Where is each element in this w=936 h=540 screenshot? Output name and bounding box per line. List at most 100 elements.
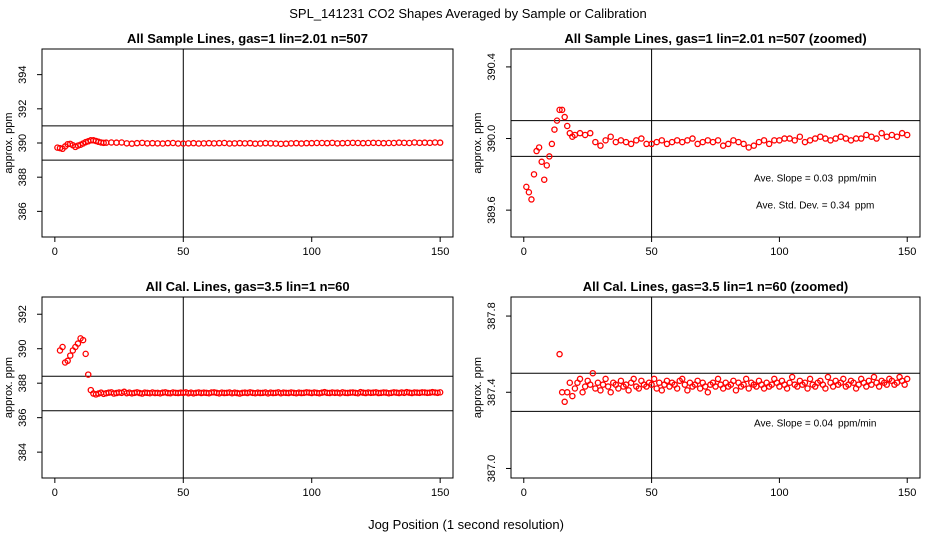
y-tick-label: 390.4 [486, 53, 498, 81]
data-point [622, 138, 630, 146]
data-point [74, 340, 82, 347]
data-point [380, 139, 387, 147]
x-axis-label: Jog Position (1 second resolution) [368, 517, 564, 532]
data-point [704, 389, 712, 396]
data-point [586, 129, 594, 137]
data-point [293, 139, 300, 147]
data-point [602, 137, 609, 144]
data-point [709, 138, 717, 146]
data-point [873, 135, 880, 142]
x-tick-label: 0 [521, 487, 527, 499]
data-point [64, 357, 71, 365]
annotation-unit: ppm/min [838, 419, 876, 430]
x-tick-label: 150 [431, 487, 449, 499]
data-point [431, 139, 439, 146]
data-point [822, 135, 829, 142]
x-tick-label: 100 [770, 487, 788, 499]
data-point [842, 135, 850, 142]
y-tick-label: 390 [17, 340, 29, 358]
y-tick-label: 386 [17, 408, 29, 426]
data-point [612, 138, 620, 146]
data-point [67, 352, 74, 359]
data-point [339, 139, 346, 147]
plot-frame [41, 296, 454, 479]
data-point [221, 139, 228, 147]
data-point [857, 135, 865, 142]
data-point [185, 140, 192, 147]
data-point [847, 137, 855, 144]
data-point [364, 139, 372, 147]
data-point [558, 389, 566, 396]
data-point [303, 139, 310, 147]
data-point [416, 139, 423, 147]
data-point [59, 343, 66, 351]
data-point [627, 140, 635, 148]
data-point [863, 131, 870, 139]
annotation-value: 0.04 [814, 419, 834, 430]
data-point [138, 139, 146, 147]
data-point [765, 140, 773, 148]
data-point [776, 137, 783, 144]
x-tick-label: 50 [177, 487, 189, 499]
data-point [329, 139, 336, 147]
x-tick-label: 150 [431, 246, 449, 258]
data-point [169, 139, 177, 147]
plot-frame [510, 296, 921, 479]
data-point [149, 139, 156, 147]
data-point [699, 138, 706, 146]
data-point [267, 140, 274, 147]
data-point [569, 392, 576, 400]
y-tick-label: 394 [17, 65, 29, 83]
data-point [246, 139, 254, 147]
chart-title: All Cal. Lines, gas=3.5 lin=1 n=60 [145, 279, 349, 294]
annotation: Ave. Slope = 0.04 ppm/min [754, 419, 876, 430]
data-points [556, 350, 911, 406]
chart-panel-1: All Sample Lines, gas=1 lin=2.01 n=507 0 5… [3, 31, 454, 258]
y-tick-label: 390.0 [486, 125, 498, 153]
data-point [898, 129, 906, 137]
annotation-unit: ppm/min [838, 173, 876, 184]
data-point [538, 158, 545, 166]
data-point [735, 138, 742, 146]
data-point [668, 138, 676, 146]
data-point [375, 139, 382, 147]
data-point [740, 381, 747, 388]
data-point [597, 387, 604, 394]
data-points [56, 335, 444, 398]
data-point [673, 137, 681, 144]
data-point [658, 137, 666, 144]
x-tick-label: 50 [177, 246, 189, 258]
data-point [750, 142, 758, 149]
data-point [730, 137, 737, 144]
data-point [875, 383, 883, 390]
data-point [205, 139, 213, 147]
data-point [566, 379, 574, 386]
data-point [870, 373, 878, 381]
data-point [561, 113, 568, 121]
data-point [400, 139, 408, 147]
chart-panel-4: All Cal. Lines, gas=3.5 lin=1 n=60 (zoom… [472, 279, 921, 499]
data-point [406, 139, 413, 147]
x-tick-label: 50 [645, 487, 657, 499]
data-point [740, 140, 747, 148]
y-tick-label: 389.6 [486, 196, 498, 224]
x-tick-label: 0 [52, 487, 58, 499]
data-point [684, 137, 691, 144]
data-point [903, 131, 911, 139]
data-point [648, 381, 655, 388]
y-tick-label: 387.8 [486, 302, 498, 330]
data-point [579, 389, 586, 396]
data-point [650, 375, 658, 383]
data-point [607, 389, 614, 396]
data-point [589, 369, 597, 377]
data-point [630, 375, 637, 383]
data-point [714, 375, 722, 383]
data-points [54, 137, 444, 153]
data-point [788, 373, 796, 381]
data-point [200, 140, 208, 147]
data-point [653, 385, 660, 392]
data-point [287, 140, 295, 147]
page-title: SPL_141231 CO2 Shapes Averaged by Sample… [289, 6, 647, 21]
data-point [100, 139, 107, 147]
data-point [282, 140, 290, 147]
